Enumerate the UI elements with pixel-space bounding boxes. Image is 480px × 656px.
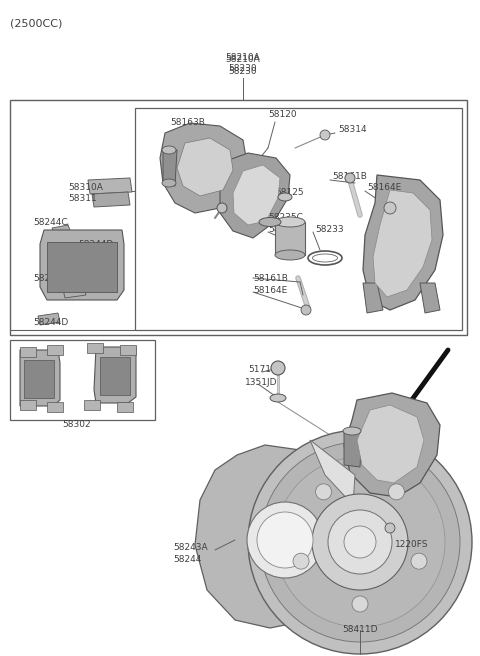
- Circle shape: [217, 203, 227, 213]
- Circle shape: [293, 553, 309, 569]
- Polygon shape: [233, 165, 280, 225]
- Polygon shape: [310, 440, 355, 505]
- Text: 58230: 58230: [228, 67, 257, 76]
- Ellipse shape: [275, 217, 305, 227]
- Polygon shape: [47, 242, 117, 292]
- Polygon shape: [47, 345, 63, 355]
- Text: 58314: 58314: [338, 125, 367, 134]
- Text: 58244C: 58244C: [33, 274, 68, 283]
- Text: 58233: 58233: [315, 225, 344, 234]
- Text: 58163B: 58163B: [170, 118, 205, 127]
- Text: 58125: 58125: [275, 188, 304, 197]
- Ellipse shape: [162, 146, 176, 154]
- Text: 58244D: 58244D: [78, 240, 113, 249]
- Polygon shape: [50, 275, 72, 289]
- Polygon shape: [88, 178, 132, 194]
- Ellipse shape: [275, 250, 305, 260]
- Polygon shape: [420, 283, 440, 313]
- Polygon shape: [275, 222, 305, 255]
- Text: (2500CC): (2500CC): [10, 18, 62, 28]
- Text: 1220FS: 1220FS: [395, 540, 429, 549]
- Text: 58310A: 58310A: [68, 183, 103, 192]
- Circle shape: [248, 430, 472, 654]
- Text: 1351JD: 1351JD: [245, 378, 277, 387]
- Polygon shape: [195, 445, 350, 628]
- Circle shape: [315, 484, 332, 500]
- Bar: [10, 340, 155, 420]
- Ellipse shape: [270, 394, 286, 402]
- Circle shape: [411, 553, 427, 569]
- Text: 58244C: 58244C: [33, 218, 68, 227]
- Polygon shape: [20, 350, 60, 406]
- Polygon shape: [92, 192, 130, 207]
- Circle shape: [328, 510, 392, 574]
- Text: 58210A: 58210A: [226, 55, 260, 64]
- Text: 58161B: 58161B: [253, 274, 288, 283]
- Text: 58243A: 58243A: [173, 543, 208, 552]
- Bar: [135, 108, 462, 330]
- Polygon shape: [20, 400, 36, 410]
- Polygon shape: [100, 357, 130, 395]
- Text: 58120: 58120: [268, 110, 297, 119]
- Text: 58411D: 58411D: [342, 625, 378, 634]
- Polygon shape: [60, 232, 85, 248]
- Circle shape: [301, 305, 311, 315]
- Polygon shape: [120, 345, 136, 355]
- Circle shape: [388, 484, 405, 500]
- Text: 58164E: 58164E: [367, 183, 401, 192]
- Polygon shape: [62, 282, 86, 298]
- Circle shape: [247, 502, 323, 578]
- Polygon shape: [160, 123, 247, 213]
- Circle shape: [320, 130, 330, 140]
- Circle shape: [345, 173, 355, 183]
- Polygon shape: [40, 230, 124, 300]
- Ellipse shape: [278, 193, 292, 201]
- Polygon shape: [52, 225, 72, 238]
- Circle shape: [344, 526, 376, 558]
- Circle shape: [385, 523, 395, 533]
- Polygon shape: [363, 175, 443, 310]
- Text: 58302: 58302: [63, 420, 91, 429]
- Circle shape: [352, 596, 368, 612]
- Polygon shape: [220, 153, 290, 238]
- Text: 58311: 58311: [68, 194, 97, 203]
- Polygon shape: [94, 347, 136, 403]
- Polygon shape: [24, 360, 54, 398]
- Circle shape: [312, 494, 408, 590]
- Text: 58230: 58230: [228, 64, 257, 73]
- Bar: [10, 100, 467, 335]
- Polygon shape: [20, 347, 36, 357]
- Ellipse shape: [343, 427, 361, 435]
- Polygon shape: [344, 393, 440, 497]
- Text: 58232: 58232: [268, 225, 297, 234]
- Polygon shape: [38, 313, 60, 325]
- Ellipse shape: [259, 218, 281, 226]
- Text: 51711: 51711: [248, 365, 277, 374]
- Circle shape: [271, 361, 285, 375]
- Text: 58210A: 58210A: [226, 53, 260, 62]
- Ellipse shape: [162, 179, 176, 187]
- Polygon shape: [363, 283, 383, 313]
- Circle shape: [260, 442, 460, 642]
- Circle shape: [257, 512, 313, 568]
- Text: 58244D: 58244D: [33, 318, 68, 327]
- Circle shape: [275, 457, 445, 627]
- Polygon shape: [87, 343, 103, 353]
- Polygon shape: [344, 430, 362, 467]
- Circle shape: [384, 202, 396, 214]
- Polygon shape: [373, 190, 432, 297]
- Text: 58164E: 58164E: [253, 286, 287, 295]
- Polygon shape: [163, 148, 177, 186]
- Text: 58235C: 58235C: [268, 213, 303, 222]
- Text: 58244: 58244: [173, 555, 202, 564]
- Polygon shape: [117, 402, 133, 412]
- Polygon shape: [47, 402, 63, 412]
- Polygon shape: [357, 405, 424, 483]
- Polygon shape: [84, 400, 100, 410]
- Text: 58161B: 58161B: [332, 172, 367, 181]
- Polygon shape: [177, 138, 233, 196]
